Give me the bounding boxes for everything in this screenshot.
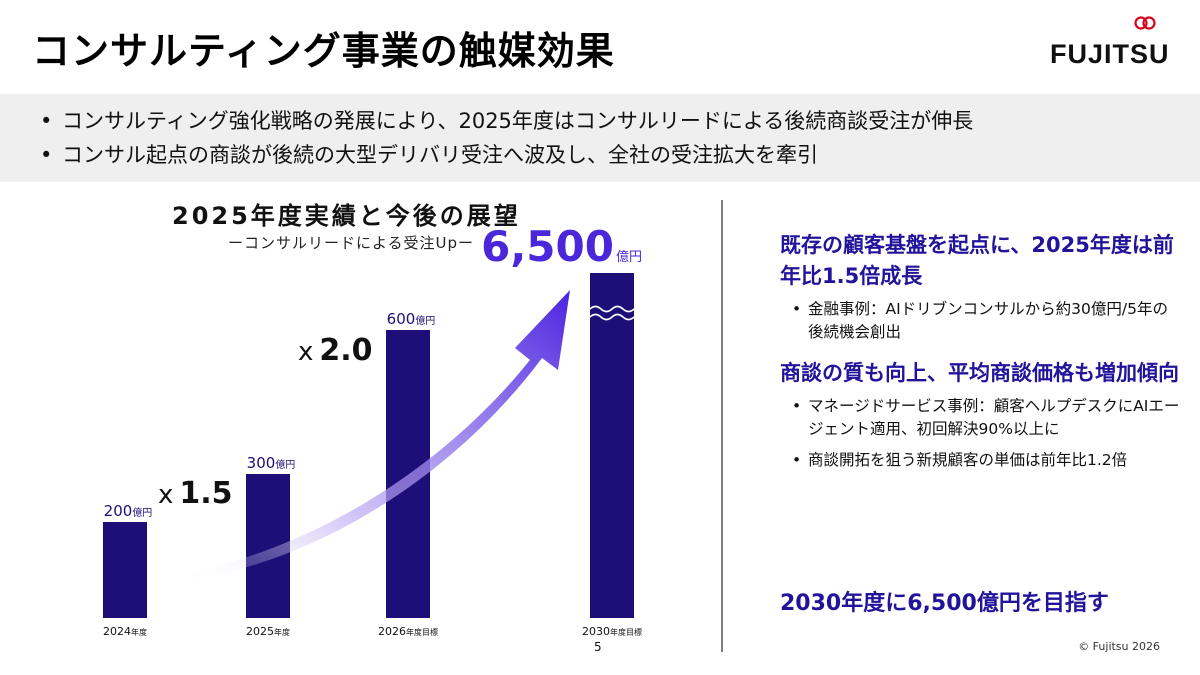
infinity-mark-icon (1134, 16, 1156, 30)
list-item: 金融事例：AIドリブンコンサルから約30億円/5年の後続機会創出 (780, 298, 1180, 344)
value-label: 6,500 億円 (481, 222, 642, 271)
multiplier-label: x 1.5 (158, 476, 233, 511)
section-heading: 商談の質も向上、平均商談価格も増加傾向 (780, 361, 1179, 385)
page-title: コンサルティング事業の触媒効果 (32, 29, 615, 73)
chart-subtitle: ーコンサルリードによる受注Upー (228, 234, 475, 252)
summary-bullet: コンサル起点の商談が後続の大型デリバリ受注へ波及し、全社の受注拡大を牽引 (40, 138, 973, 172)
page-number: 5 (594, 640, 602, 654)
x-tick-label: 2024年度 (103, 625, 147, 638)
goal-statement: 2030年度に6,500億円を目指す (780, 591, 1109, 616)
x-tick-label: 2030年度目標 (582, 625, 642, 638)
list-item: マネージドサービス事例：顧客ヘルプデスクにAIエージェント適用、初回解決90%以… (780, 395, 1180, 441)
axis-break-mark (589, 313, 635, 321)
bar-2024 (103, 522, 147, 618)
summary-band: コンサルティング強化戦略の発展により、2025年度はコンサルリードによる後続商談… (0, 94, 1200, 182)
summary-list: コンサルティング強化戦略の発展により、2025年度はコンサルリードによる後続商談… (40, 104, 973, 172)
bar-2030 (590, 273, 634, 618)
right-panel: 既存の顧客基盤を起点に、2025年度は前年比1.5倍成長 金融事例：AIドリブン… (780, 230, 1180, 480)
fujitsu-logo: FUJITSU (1050, 14, 1170, 70)
section-list: 金融事例：AIドリブンコンサルから約30億円/5年の後続機会創出 (780, 298, 1180, 344)
bar-chart: 200億円 2024年度 300億円 2025年度 600億円 2026年度目標 6,500… (103, 222, 642, 638)
value-label: 600億円 (387, 310, 436, 328)
copyright: © Fujitsu 2026 (1078, 640, 1160, 653)
value-label: 200億円 (104, 502, 153, 520)
chart-title: 2025年度実績と今後の展望 (172, 202, 521, 230)
x-tick-label: 2025年度 (246, 625, 290, 638)
section-list: マネージドサービス事例：顧客ヘルプデスクにAIエージェント適用、初回解決90%以… (780, 395, 1180, 472)
value-label: 300億円 (247, 454, 296, 472)
multiplier-label: x 2.0 (298, 333, 373, 368)
summary-bullet: コンサルティング強化戦略の発展により、2025年度はコンサルリードによる後続商談… (40, 104, 973, 138)
column-divider (721, 200, 723, 652)
list-item: 商談開拓を狙う新規顧客の単価は前年比1.2倍 (780, 449, 1180, 472)
logo-text: FUJITSU (1050, 39, 1170, 69)
x-tick-label: 2026年度目標 (378, 625, 438, 638)
axis-break-mark (589, 305, 635, 313)
section-heading: 既存の顧客基盤を起点に、2025年度は前年比1.5倍成長 (780, 233, 1174, 288)
